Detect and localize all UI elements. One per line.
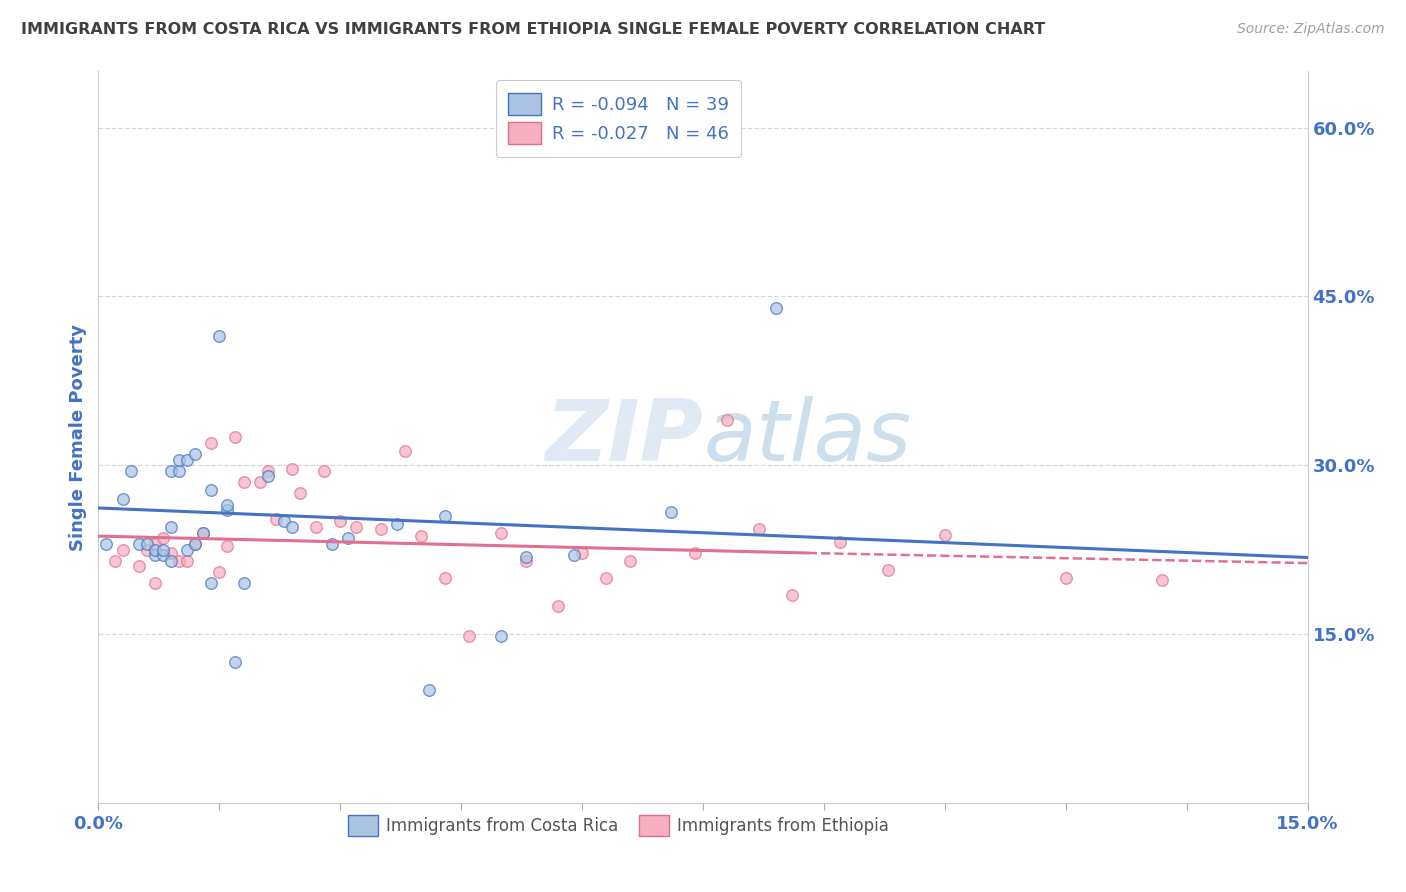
Point bbox=[321, 537, 343, 551]
Point bbox=[409, 529, 432, 543]
Point bbox=[370, 522, 392, 536]
Text: IMMIGRANTS FROM COSTA RICA VS IMMIGRANTS FROM ETHIOPIA SINGLE FEMALE POVERTY COR: IMMIGRANTS FROM COSTA RICA VS IMMIGRANTS… bbox=[21, 22, 1045, 37]
Point bbox=[120, 464, 142, 478]
Point bbox=[264, 512, 287, 526]
Point bbox=[224, 655, 246, 669]
Point bbox=[619, 554, 641, 568]
Point bbox=[176, 452, 198, 467]
Point bbox=[200, 483, 222, 497]
Point bbox=[273, 515, 295, 529]
Point bbox=[167, 554, 190, 568]
Point bbox=[176, 554, 198, 568]
Point bbox=[103, 554, 125, 568]
Point bbox=[491, 629, 513, 643]
Text: Source: ZipAtlas.com: Source: ZipAtlas.com bbox=[1237, 22, 1385, 37]
Point bbox=[143, 576, 166, 591]
Point bbox=[595, 571, 617, 585]
Point bbox=[562, 548, 585, 562]
Point bbox=[659, 506, 682, 520]
Point bbox=[167, 464, 190, 478]
Point bbox=[111, 491, 134, 506]
Point bbox=[128, 559, 150, 574]
Point bbox=[96, 537, 118, 551]
Point bbox=[515, 554, 537, 568]
Point bbox=[434, 571, 457, 585]
Point bbox=[135, 537, 157, 551]
Point bbox=[828, 534, 851, 549]
Point bbox=[160, 554, 183, 568]
Point bbox=[152, 542, 174, 557]
Point bbox=[256, 469, 278, 483]
Point bbox=[176, 542, 198, 557]
Point bbox=[143, 548, 166, 562]
Point bbox=[128, 537, 150, 551]
Point bbox=[167, 452, 190, 467]
Point bbox=[249, 475, 271, 489]
Point bbox=[934, 528, 956, 542]
Point bbox=[314, 464, 336, 478]
Point bbox=[683, 546, 706, 560]
Point bbox=[193, 525, 215, 540]
Point bbox=[160, 546, 183, 560]
Point bbox=[224, 430, 246, 444]
Point bbox=[152, 548, 174, 562]
Point bbox=[184, 447, 207, 461]
Point bbox=[877, 563, 900, 577]
Point bbox=[765, 301, 787, 315]
Point bbox=[217, 503, 239, 517]
Point bbox=[1152, 573, 1174, 587]
Point bbox=[143, 537, 166, 551]
Point bbox=[208, 328, 231, 343]
Legend: Immigrants from Costa Rica, Immigrants from Ethiopia: Immigrants from Costa Rica, Immigrants f… bbox=[337, 805, 898, 846]
Point bbox=[434, 508, 457, 523]
Point bbox=[160, 520, 183, 534]
Point bbox=[193, 525, 215, 540]
Point bbox=[385, 516, 408, 531]
Text: atlas: atlas bbox=[703, 395, 911, 479]
Point bbox=[337, 532, 360, 546]
Point bbox=[716, 413, 738, 427]
Point bbox=[111, 542, 134, 557]
Point bbox=[305, 520, 328, 534]
Point bbox=[344, 520, 367, 534]
Point bbox=[217, 498, 239, 512]
Point bbox=[135, 542, 157, 557]
Point bbox=[184, 537, 207, 551]
Point bbox=[1054, 571, 1077, 585]
Point bbox=[748, 522, 770, 536]
Point bbox=[458, 629, 481, 643]
Point bbox=[281, 520, 304, 534]
Text: ZIP: ZIP bbox=[546, 395, 703, 479]
Point bbox=[184, 537, 207, 551]
Point bbox=[418, 683, 440, 698]
Point bbox=[200, 435, 222, 450]
Point bbox=[571, 546, 593, 560]
Point bbox=[200, 576, 222, 591]
Point bbox=[143, 542, 166, 557]
Point bbox=[152, 532, 174, 546]
Point bbox=[329, 515, 352, 529]
Point bbox=[281, 461, 304, 475]
Point bbox=[547, 599, 569, 613]
Point bbox=[232, 576, 254, 591]
Point bbox=[515, 550, 537, 565]
Point bbox=[160, 464, 183, 478]
Point bbox=[208, 565, 231, 579]
Point bbox=[256, 464, 278, 478]
Y-axis label: Single Female Poverty: Single Female Poverty bbox=[69, 324, 87, 550]
Point bbox=[394, 443, 416, 458]
Point bbox=[217, 539, 239, 553]
Point bbox=[232, 475, 254, 489]
Point bbox=[491, 525, 513, 540]
Point bbox=[288, 486, 311, 500]
Point bbox=[780, 588, 803, 602]
